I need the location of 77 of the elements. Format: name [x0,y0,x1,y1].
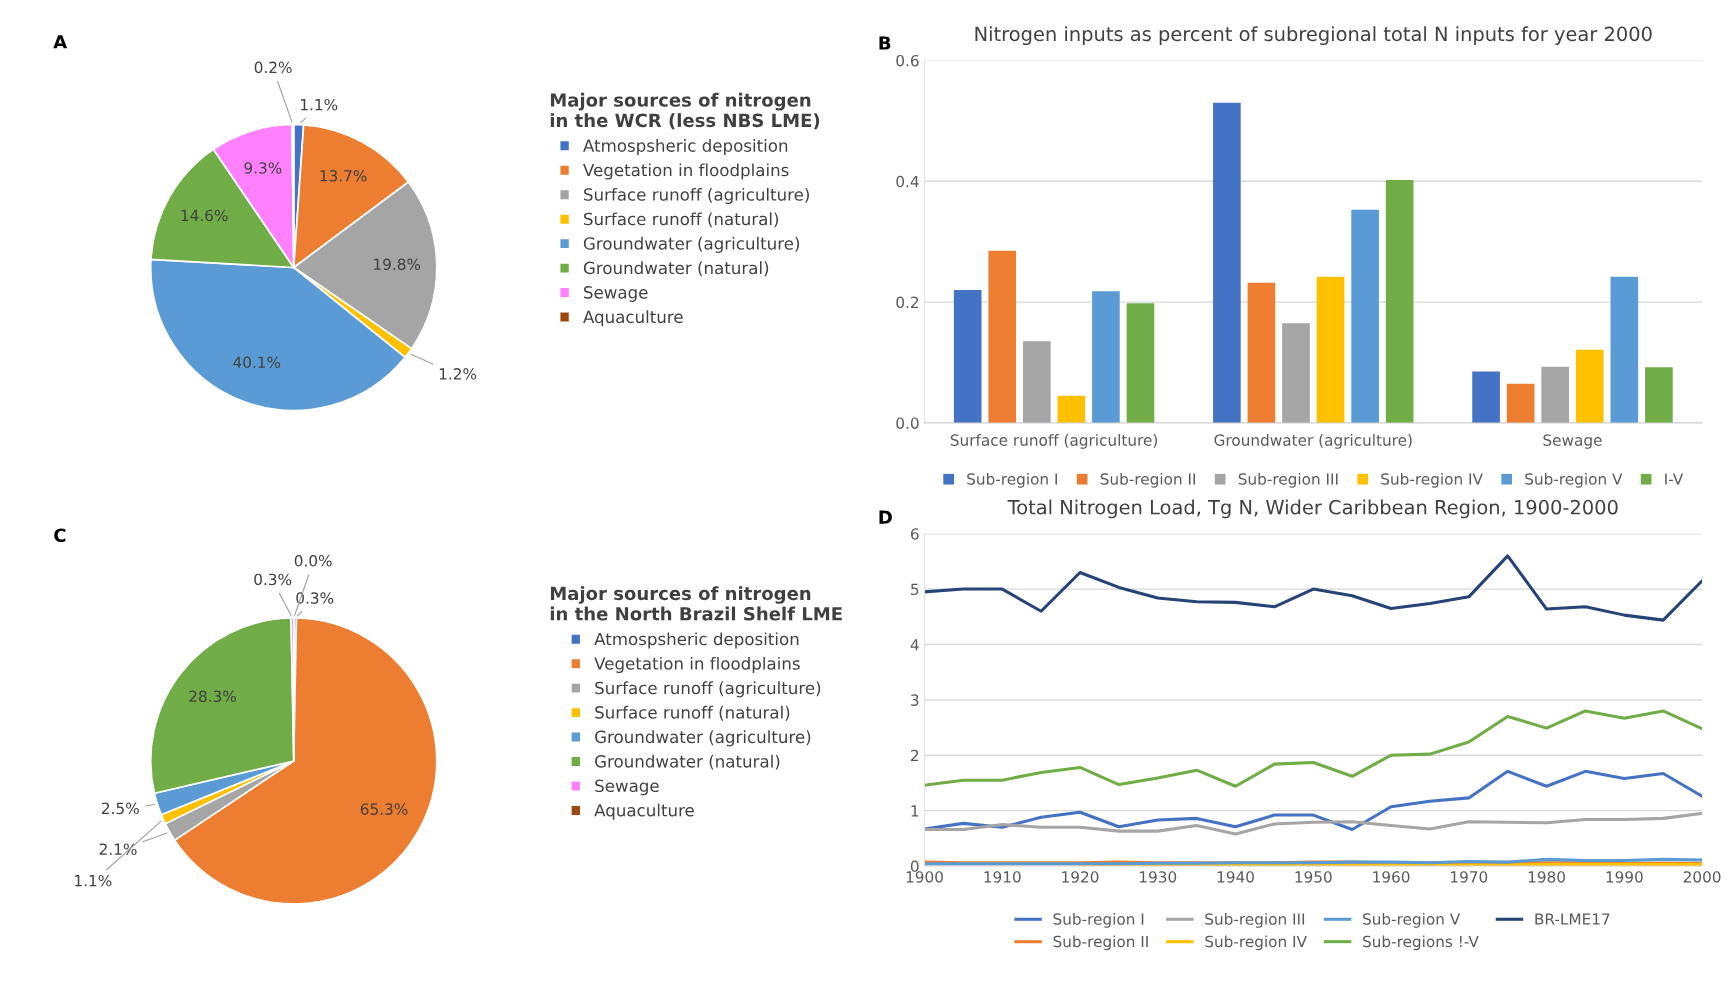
legend-label: Sub-region III [1238,472,1338,488]
chart-title: Total Nitrogen Load, Tg N, Wider Caribbean Region, 1900-2000 [1007,499,1618,519]
y-tick-label: 0.2 [896,296,919,309]
legend-label: Aquaculture [594,803,694,820]
x-tick-label: 1910 [984,871,1021,883]
legend-title: Major sources of nitrogen in the WCR (less NBS LME) [550,92,820,130]
chart-title: Nitrogen inputs as percent of subregional total N inputs for year 2000 [975,26,1652,46]
x-tick-label: Groundwater (agriculture) [1214,434,1412,449]
legend-label: Atmospsheric deposition [594,632,799,649]
legend-label: Vegetation in floodplains [583,163,789,180]
data-label: 1.1% [75,874,112,887]
legend-label: Sub-region V [1525,472,1623,488]
legend-label: Surface runoff (agriculture) [584,187,809,205]
x-tick-label: Surface runoff (agriculture) [950,434,1158,449]
legend-label: Atmospsheric deposition [583,138,788,156]
data-label: 2.5% [102,802,139,815]
data-label: 0.3% [296,592,334,604]
legend-label: Sub-region V [1363,913,1461,928]
legend-label: Sub-region II [1100,472,1195,488]
legend-label: Sub-region III [1205,913,1305,928]
x-tick-label: 1950 [1295,871,1332,883]
data-label: 1.1% [301,98,338,111]
x-tick-label: 1960 [1373,871,1410,883]
data-label: 1.2% [439,368,477,380]
x-tick-label: 1900 [906,871,943,883]
legend-label: Sub-region IV [1205,935,1307,951]
data-label: 9.3% [244,162,282,174]
legend-label: Sewage [584,286,648,302]
x-tick-label: 1990 [1606,871,1643,883]
y-tick-label: 2 [911,749,919,762]
legend-label: Sewage [595,779,659,796]
legend-label: Aquaculture [583,310,683,327]
legend-title: Major sources of nitrogen in the North Brazil Shelf LME [550,586,842,621]
legend-label: I-V [1665,473,1684,485]
legend-label: Surface runoff (agriculture) [595,681,821,698]
text: A [53,35,68,49]
y-tick-label: 6 [910,528,919,540]
legend-label: BR-LME17 [1535,913,1610,925]
data-label: 28.3% [189,690,236,703]
x-tick-label: 1920 [1062,871,1099,883]
legend-label: Sub-region IV [1381,472,1483,488]
legend-label: Sub-regions !-V [1363,935,1479,951]
y-tick-label: 1 [911,805,919,817]
data-label: 0.2% [254,61,292,74]
x-tick-label: 1970 [1451,871,1488,883]
data-label: 14.6% [181,209,228,222]
legend-label: Groundwater (agriculture) [583,236,800,253]
legend-label: Groundwater (agriculture) [595,730,811,747]
y-tick-label: 0.4 [896,175,919,188]
legend-label: Vegetation in floodplains [594,656,800,674]
legend-label: Groundwater (natural) [583,261,769,277]
data-label: 0.3% [254,573,292,586]
legend-label: Sub-region I [967,472,1057,488]
x-tick-label: 1980 [1528,871,1565,883]
y-tick-label: 5 [911,583,919,596]
y-tick-label: 0.0 [896,417,919,429]
y-tick-label: 3 [911,694,919,706]
text: C [54,528,66,543]
x-tick-label: 2000 [1683,871,1721,883]
legend-label: Sub-region I [1053,913,1144,928]
y-tick-label: 4 [910,639,919,651]
legend-label: Groundwater (natural) [595,754,780,770]
legend-label: Surface runoff (natural) [584,212,779,228]
data-label: 13.7% [320,170,367,182]
y-tick-label: 0.6 [896,54,919,67]
text: D [879,510,892,524]
text: 0.0% [294,555,332,567]
x-tick-label: Sewage [1543,434,1602,449]
x-tick-label: 1930 [1140,871,1177,883]
data-label: 2.1% [99,843,137,855]
text: B [879,36,891,50]
data-label: 40.1% [233,356,281,369]
data-label: 65.3% [360,803,408,815]
data-label: 19.8% [374,258,421,270]
legend-label: Surface runoff (natural) [595,705,790,721]
legend-label: Sub-region II [1053,935,1148,951]
x-tick-label: 1940 [1217,871,1254,883]
